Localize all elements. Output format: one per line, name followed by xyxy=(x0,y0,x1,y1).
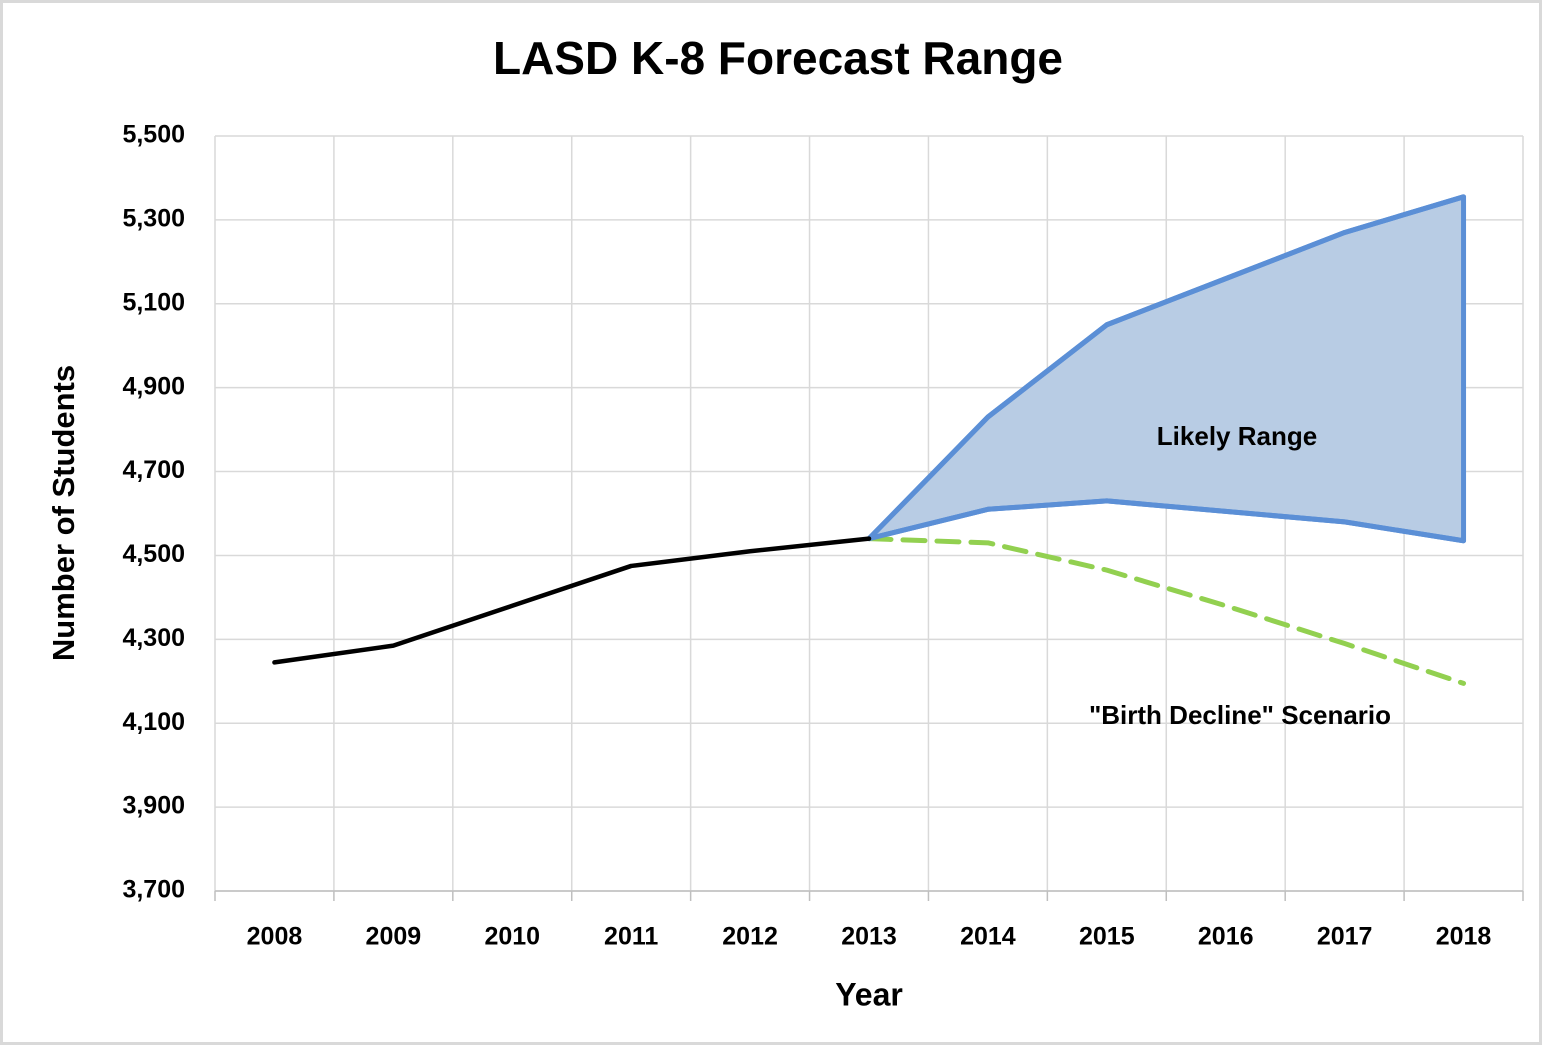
series-line xyxy=(866,194,1467,542)
x-tick-label: 2010 xyxy=(484,923,540,951)
y-axis-label: Number of Students xyxy=(46,365,81,661)
x-tick-label: 2013 xyxy=(841,923,897,951)
y-tick-label: 4,300 xyxy=(122,624,185,652)
annotation: Likely Range xyxy=(1157,421,1317,451)
y-tick-label: 3,700 xyxy=(122,876,185,904)
x-axis-label: Year xyxy=(835,976,903,1012)
y-tick-label: 5,300 xyxy=(122,204,185,232)
annotation: "Birth Decline" Scenario xyxy=(1089,700,1391,730)
x-tick-label: 2011 xyxy=(604,923,658,951)
x-tick-label: 2016 xyxy=(1198,923,1254,951)
x-tick-label: 2009 xyxy=(366,923,422,951)
x-tick-label: 2015 xyxy=(1079,923,1135,951)
x-tick-label: 2017 xyxy=(1317,923,1373,951)
y-tick-label: 4,100 xyxy=(122,708,185,736)
series-line xyxy=(866,536,1467,686)
y-tick-label: 5,500 xyxy=(122,121,185,149)
x-tick-label: 2008 xyxy=(247,923,303,951)
x-tick-label: 2012 xyxy=(722,923,778,951)
chart-title: LASD K-8 Forecast Range xyxy=(493,32,1063,84)
y-tick-label: 4,500 xyxy=(122,540,185,568)
y-tick-label: 5,100 xyxy=(122,288,185,316)
y-tick-label: 3,900 xyxy=(122,792,185,820)
y-tick-label: 4,700 xyxy=(122,456,185,484)
series-line xyxy=(866,498,1467,544)
series-line xyxy=(272,536,872,665)
x-tick-label: 2014 xyxy=(960,923,1016,951)
y-tick-label: 4,900 xyxy=(122,372,185,400)
x-tick-label: 2018 xyxy=(1436,923,1492,951)
